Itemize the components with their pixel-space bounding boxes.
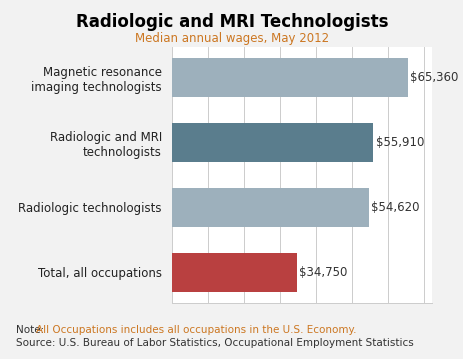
Text: Median annual wages, May 2012: Median annual wages, May 2012 — [135, 32, 328, 45]
Bar — [171, 123, 373, 162]
Text: All Occupations includes all occupations in the U.S. Economy.: All Occupations includes all occupations… — [36, 325, 356, 335]
Text: $65,360: $65,360 — [409, 71, 457, 84]
Text: Note:: Note: — [16, 325, 48, 335]
Text: $54,620: $54,620 — [370, 201, 419, 214]
Bar — [171, 59, 407, 97]
Text: Radiologic and MRI Technologists: Radiologic and MRI Technologists — [75, 13, 388, 31]
Text: $34,750: $34,750 — [299, 266, 347, 279]
Text: $55,910: $55,910 — [375, 136, 423, 149]
Text: Source: U.S. Bureau of Labor Statistics, Occupational Employment Statistics: Source: U.S. Bureau of Labor Statistics,… — [16, 338, 413, 348]
Bar — [171, 253, 296, 292]
Bar — [171, 188, 368, 227]
